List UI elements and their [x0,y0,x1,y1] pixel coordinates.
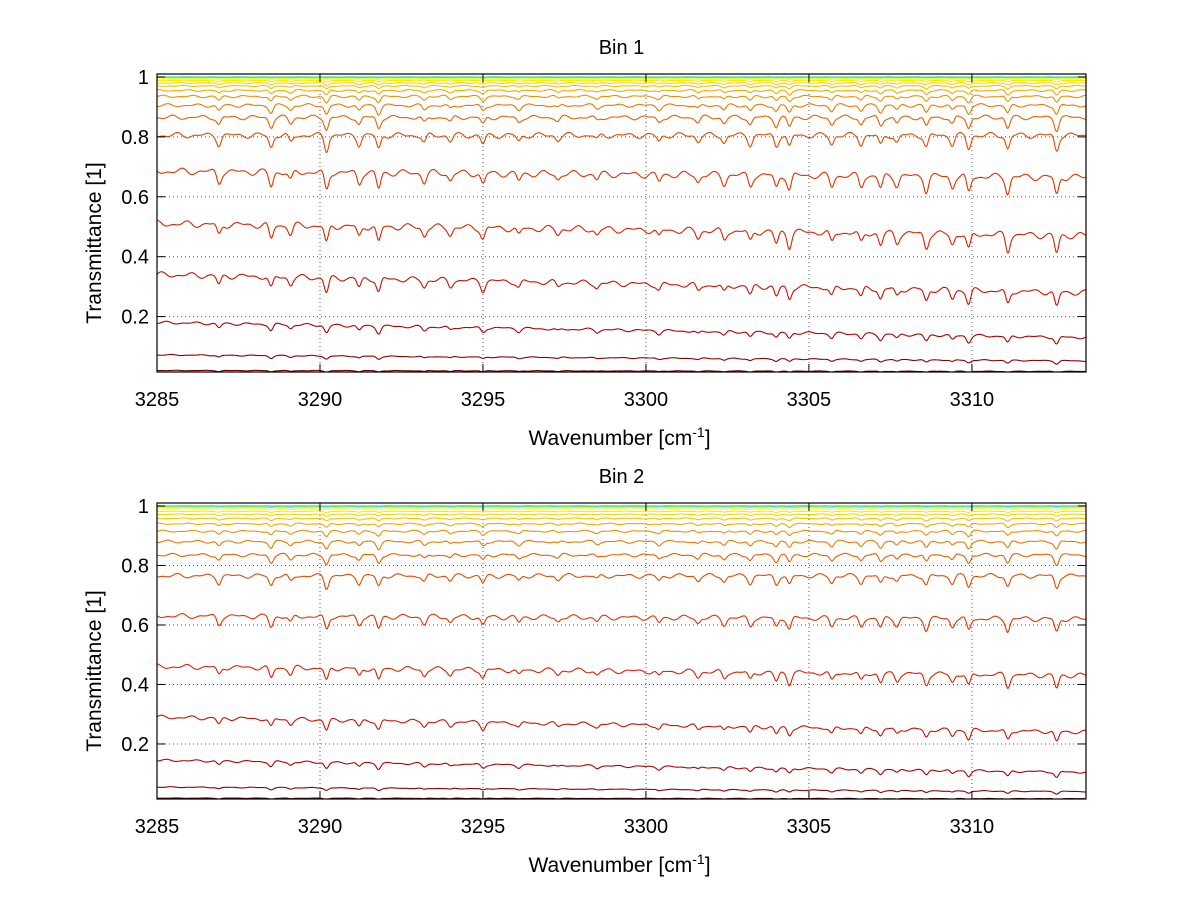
x-tick-label: 3310 [950,816,995,838]
x-tick-label: 3285 [135,816,180,838]
y-tick-label: 0.6 [121,615,149,637]
x-axis-label-superscript: -1 [692,851,705,867]
y-tick-label: 0.6 [121,187,149,209]
chart-title: Bin 2 [599,466,645,488]
x-axis-label-suffix: ] [705,854,711,877]
series-group [156,76,1087,373]
x-tick-label: 3310 [950,389,995,411]
series-level-15 [156,78,1087,81]
y-tick-label: 0.2 [121,734,149,756]
x-tick-label: 3305 [787,816,832,838]
series-level-04 [156,271,1087,306]
x-ticks: 3285 3290 3295 3300 3305 3310 [135,503,994,838]
series-level-05 [156,663,1087,689]
y-tick-label: 1 [138,496,149,518]
series-level-06 [156,167,1087,196]
x-axis-label: Wavenumber [cm-1] [528,851,710,877]
x-tick-label: 3285 [135,389,180,411]
series-level-09 [156,103,1087,116]
series-level-12 [156,517,1086,522]
plot-frame [156,73,1087,373]
x-axis-label-main: Wavenumber [cm [528,427,692,450]
y-tick-label: 0.8 [121,555,149,577]
series-level-14 [156,79,1087,83]
y-tick-label: 0.8 [121,127,149,149]
chart-title: Bin 1 [599,37,645,59]
series-level-08 [156,114,1087,132]
y-tick-label: 0.4 [121,674,149,696]
series-level-01 [156,369,1087,373]
x-tick-label: 3295 [461,816,506,838]
y-tick-label: 0.2 [121,307,149,329]
series-level-15 [156,508,1087,511]
y-tick-label: 0.4 [121,247,149,269]
chart-bin-2: 3285 3290 3295 3300 3305 3310 0.2 0.4 0.6 0.8 1 B… [83,466,1087,877]
y-ticks: 0.2 0.4 0.6 0.8 1 [121,67,1086,329]
chart-bin-1: 3285 3290 3295 3300 3305 3310 0.2 0.4 0.6 0.8 1 B… [83,37,1087,450]
y-axis-label: Transmittance [1] [83,162,106,323]
series-level-10 [156,94,1087,104]
x-ticks: 3285 3290 3295 3300 3305 3310 [135,74,994,411]
x-tick-label: 3290 [298,816,343,838]
series-level-12 [156,84,1087,90]
x-axis-label-main: Wavenumber [cm [528,854,692,877]
series-level-11 [156,522,1087,529]
x-tick-label: 3290 [298,389,343,411]
series-level-10 [156,529,1087,538]
series-level-02 [156,353,1087,365]
x-tick-label: 3305 [787,389,832,411]
series-level-11 [156,88,1087,96]
y-axis-label: Transmittance [1] [83,590,106,751]
series-level-13 [156,82,1087,86]
series-level-03 [156,320,1087,345]
series-level-13 [156,513,1087,517]
series-group [156,505,1087,800]
plot-frame [156,502,1087,800]
x-tick-label: 3300 [624,816,669,838]
series-level-05 [156,219,1087,254]
series-level-16 [156,76,1087,79]
series-level-02 [156,786,1087,795]
x-axis-label-superscript: -1 [692,424,705,440]
series-level-16 [156,506,1087,509]
series-level-07 [156,572,1087,591]
series-level-03 [156,758,1087,778]
x-tick-label: 3295 [461,389,506,411]
series-level-14 [156,510,1087,514]
series-level-06 [156,613,1087,633]
x-axis-label-suffix: ] [705,427,711,450]
y-tick-label: 1 [138,67,149,89]
y-ticks: 0.2 0.4 0.6 0.8 1 [121,496,1086,756]
series-level-09 [156,539,1087,551]
x-tick-label: 3300 [624,389,669,411]
series-level-07 [156,131,1087,154]
series-level-08 [156,552,1087,567]
x-axis-label: Wavenumber [cm-1] [528,424,710,450]
series-level-04 [156,714,1087,742]
